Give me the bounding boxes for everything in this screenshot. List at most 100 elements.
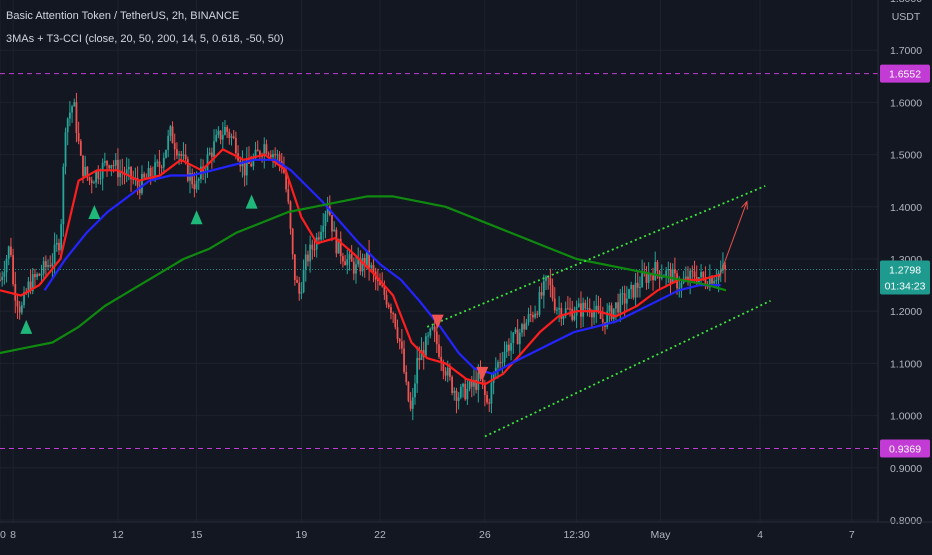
price-tick-label: 1.0000: [890, 411, 922, 423]
candle-body: [93, 182, 95, 184]
candle-body: [64, 132, 67, 167]
candle-body: [357, 259, 360, 265]
candle-body: [711, 277, 713, 284]
candle-body: [671, 269, 674, 284]
candle-body: [665, 270, 668, 277]
resistance-tag-bg: [880, 64, 930, 83]
candle-body: [595, 305, 598, 312]
candle-body: [641, 272, 644, 287]
candle-body: [276, 154, 279, 156]
candle-body: [551, 285, 554, 299]
candle-body: [684, 276, 687, 281]
candle-body: [189, 173, 191, 181]
candle-body: [577, 303, 580, 307]
candle-body: [521, 324, 523, 333]
price-tick-label: 0.9000: [890, 463, 922, 475]
candle-body: [468, 381, 471, 389]
candle-body: [112, 165, 115, 167]
candle-body: [158, 161, 161, 167]
candle-body: [23, 292, 25, 306]
candle-body: [431, 326, 434, 329]
candle-body: [617, 302, 619, 313]
candle-body: [162, 157, 165, 168]
candle-body: [538, 292, 541, 315]
candle-body: [160, 166, 163, 168]
candle-body: [309, 244, 312, 262]
candle-body: [186, 159, 189, 181]
candle-body: [556, 309, 558, 311]
indicator-legend[interactable]: 3MAs + T3-CCI (close, 20, 50, 200, 14, 5…: [6, 33, 284, 45]
symbol-title[interactable]: Basic Attention Token / TetherUS, 2h, BI…: [6, 10, 240, 22]
candle-body: [36, 274, 39, 278]
candle-body: [49, 265, 52, 267]
candle-body: [549, 278, 552, 286]
candle-body: [523, 324, 526, 330]
time-tick-label: May: [651, 529, 672, 541]
moving-average-line: [0, 195, 727, 355]
candle-body: [272, 154, 274, 158]
support-tag-text: 0.9369: [889, 444, 921, 456]
candle-body: [606, 311, 609, 327]
current-price-tag-bg: [880, 260, 930, 295]
candle-body: [195, 180, 198, 190]
candle-body: [518, 332, 521, 345]
channel-line-upper: [426, 185, 766, 328]
candle-body: [5, 258, 8, 273]
candle-body: [363, 257, 366, 266]
candle-body: [127, 166, 130, 170]
candle-body: [291, 228, 294, 255]
candle-body: [82, 155, 84, 177]
candle-body: [499, 362, 502, 364]
candle-body: [464, 383, 467, 400]
candle-body: [652, 275, 654, 281]
candle-body: [171, 126, 174, 144]
horizontal-levels: [0, 73, 878, 450]
candle-body: [136, 177, 139, 186]
projection-arrow-head: [741, 200, 748, 210]
candle-body: [457, 397, 460, 401]
candle-body: [99, 178, 102, 180]
time-axis[interactable]: 8 12 15 19 22 26 12:30 May 4 7 10: [0, 529, 855, 541]
candle-body: [584, 302, 587, 309]
candle-body: [536, 313, 539, 315]
candle-body: [119, 171, 122, 178]
candle-body: [149, 167, 152, 177]
price-tags: 1.6552 0.9369 1.2798 01:34:23: [880, 64, 930, 458]
candle-body: [593, 311, 595, 318]
resistance-tag-text: 1.6552: [889, 69, 921, 81]
moving-averages: [0, 148, 727, 386]
candle-body: [3, 272, 6, 277]
candle-body: [483, 384, 486, 396]
candle-body: [355, 264, 357, 274]
candle-body: [193, 184, 196, 190]
price-tick-label: 1.1000: [890, 358, 922, 370]
candle-body: [724, 264, 727, 270]
candle-body: [311, 244, 314, 250]
candle-body: [639, 286, 641, 288]
candle-body: [678, 287, 681, 289]
candle-body: [553, 298, 556, 311]
candle-body: [147, 167, 150, 179]
candle-body: [350, 254, 353, 262]
candle-body: [180, 153, 183, 156]
candle-body: [250, 163, 253, 167]
candle-body: [394, 314, 397, 328]
candle-body: [667, 269, 670, 271]
candle-body: [392, 312, 395, 315]
candle-body: [444, 371, 447, 376]
candle-body: [453, 390, 456, 393]
candle-body: [298, 282, 301, 294]
candle-body: [27, 281, 30, 293]
candle-body: [339, 238, 342, 257]
candle-body: [427, 335, 429, 337]
candle-body: [90, 180, 93, 184]
candle-body: [477, 372, 480, 390]
price-axis[interactable]: 1.80001.70001.60001.50001.40001.30001.20…: [890, 0, 922, 527]
candle-body: [289, 201, 292, 229]
buy-signal-marker: [88, 205, 101, 220]
candle-body: [691, 270, 694, 272]
candle-body: [14, 283, 17, 301]
signal-markers: [20, 194, 489, 381]
